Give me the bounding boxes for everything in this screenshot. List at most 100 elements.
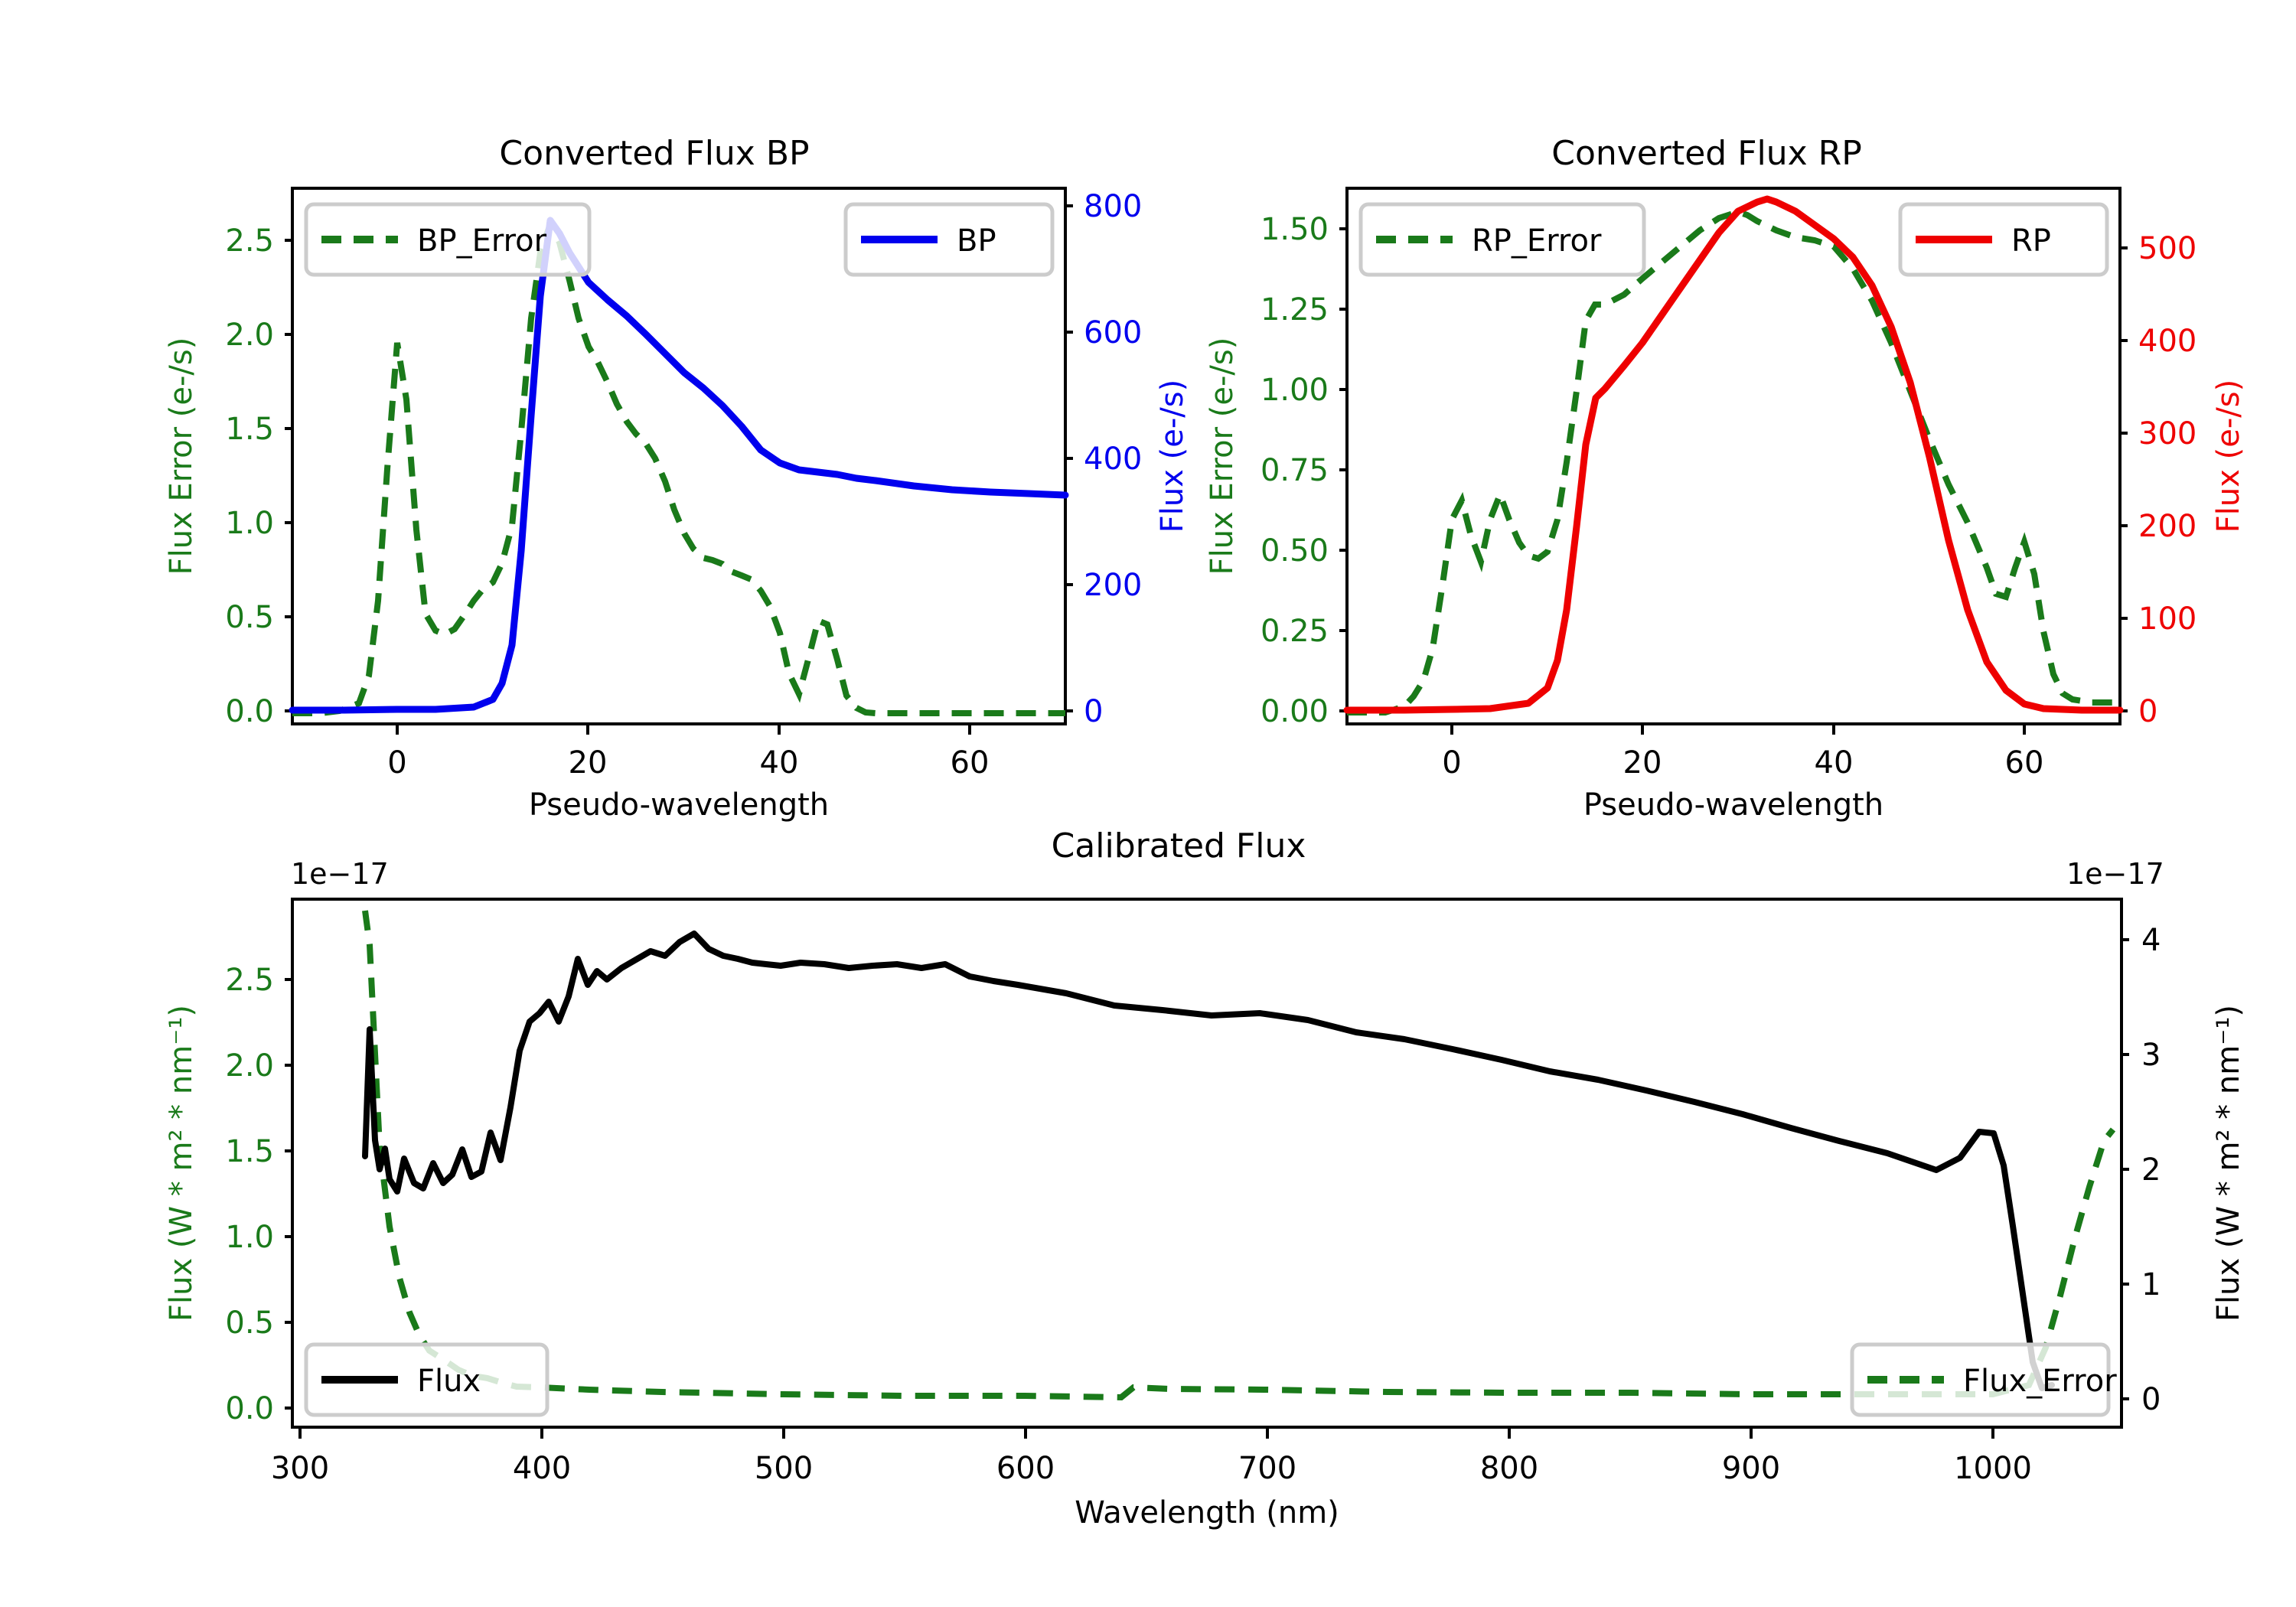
cal-xtick-7: 1000: [1954, 1451, 2032, 1486]
bp-xtick-3: 60: [951, 745, 990, 781]
rp-ytick-right-4: 400: [2138, 324, 2197, 359]
bp-yaxis-right: 0 200 400 600 800 Flux (e-/s): [1065, 189, 1190, 729]
rp-ytick-left-2: 0.50: [1261, 533, 1329, 569]
panel-calibrated: Calibrated Flux 1e−17 1e−17 0.0 0.5 1.0 …: [164, 826, 2246, 1530]
bp-ytick-right-2: 400: [1084, 442, 1142, 477]
bp-ytick-left-5: 2.5: [225, 223, 274, 259]
cal-title: Calibrated Flux: [1052, 826, 1306, 865]
bp-axes-frame: [291, 187, 1067, 725]
cal-ytick-left-2: 1.0: [225, 1220, 274, 1255]
bp-ytick-left-4: 2.0: [225, 318, 274, 353]
cal-legend-error-box: [1850, 1342, 2111, 1417]
bp-ylabel-left: Flux Error (e-/s): [164, 337, 199, 575]
rp-ytick-right-0: 0: [2138, 694, 2157, 729]
rp-ytick-left-3: 0.75: [1261, 453, 1329, 488]
cal-legend-flux-box: [304, 1342, 550, 1417]
cal-legend-flux-label: Flux: [417, 1364, 481, 1399]
rp-ytick-left-4: 1.00: [1261, 373, 1329, 408]
cal-flux-series: [362, 931, 2055, 1391]
bp-legend-flux-box: [843, 202, 1055, 277]
bp-ytick-right-3: 600: [1084, 315, 1142, 350]
bp-xtick-1: 20: [569, 745, 608, 781]
cal-ytick-right-2: 2: [2141, 1152, 2161, 1188]
rp-xtick-3: 60: [2005, 745, 2044, 781]
cal-ytick-left-3: 1.5: [225, 1134, 274, 1169]
rp-xaxis: 0 20 40 60 Pseudo-wavelength: [1442, 724, 2043, 823]
panel-bp: Converted Flux BP 0.0 0.5 1.0 1.5 2.0 2.…: [164, 134, 1190, 823]
bp-legend-flux-label: BP: [957, 223, 996, 259]
rp-ylabel-left: Flux Error (e-/s): [1205, 337, 1240, 575]
rp-ytick-right-1: 100: [2138, 601, 2197, 637]
rp-legend-error-label: RP_Error: [1472, 223, 1602, 259]
cal-yaxis-right: 0 1 2 3 4 Flux (W * m² * nm⁻¹): [2122, 923, 2246, 1417]
rp-axes-frame: [1345, 187, 2122, 725]
bp-ytick-left-1: 0.5: [225, 600, 274, 635]
bp-xtick-2: 40: [760, 745, 799, 781]
bp-legend-error-label: BP_Error: [417, 223, 547, 259]
rp-ytick-right-5: 500: [2138, 231, 2197, 266]
rp-flux-series: [1343, 195, 2124, 714]
cal-ytick-right-4: 4: [2141, 923, 2161, 958]
bp-legend-error-box: [304, 202, 592, 277]
panel-rp: Converted Flux RP 0.00 0.25 0.50 0.75 1.…: [1205, 134, 2246, 823]
rp-ytick-left-5: 1.25: [1261, 292, 1329, 328]
bp-title: Converted Flux BP: [499, 134, 809, 173]
rp-ytick-left-1: 0.25: [1261, 614, 1329, 649]
cal-ytick-left-4: 2.0: [225, 1048, 274, 1084]
cal-legend-error[interactable]: Flux_Error: [1850, 1342, 2117, 1417]
rp-xlabel: Pseudo-wavelength: [1583, 787, 1883, 823]
cal-axes-frame: [291, 898, 2123, 1429]
cal-ytick-right-3: 3: [2141, 1038, 2161, 1073]
bp-flux-series: [289, 217, 1069, 714]
cal-xtick-6: 900: [1722, 1451, 1780, 1486]
cal-yaxis-left: 0.0 0.5 1.0 1.5 2.0 2.5 Flux (W * m² * n…: [164, 963, 292, 1426]
cal-xtick-0: 300: [271, 1451, 329, 1486]
rp-xtick-0: 0: [1442, 745, 1461, 781]
cal-exponent-right: 1e−17: [2066, 857, 2164, 891]
cal-ytick-right-1: 1: [2141, 1267, 2161, 1302]
bp-ylabel-right: Flux (e-/s): [1155, 380, 1190, 533]
rp-error-series: [1347, 208, 2120, 715]
bp-xaxis: 0 20 40 60 Pseudo-wavelength: [387, 724, 989, 823]
bp-legend-flux[interactable]: BP: [843, 202, 1055, 277]
bp-ytick-right-0: 0: [1084, 694, 1103, 729]
rp-legend-flux[interactable]: RP: [1898, 202, 2109, 277]
bp-ytick-right-1: 200: [1084, 568, 1142, 603]
cal-exponent-left: 1e−17: [291, 857, 389, 891]
bp-xlabel: Pseudo-wavelength: [529, 787, 829, 823]
cal-ytick-left-5: 2.5: [225, 963, 274, 998]
cal-xtick-3: 600: [996, 1451, 1055, 1486]
rp-ytick-right-2: 200: [2138, 509, 2197, 544]
rp-ytick-left-6: 1.50: [1261, 212, 1329, 247]
bp-error-series: [292, 216, 1065, 716]
cal-xtick-2: 500: [755, 1451, 813, 1486]
rp-legend-flux-box: [1898, 202, 2109, 277]
rp-legend-error[interactable]: RP_Error: [1358, 202, 1646, 277]
bp-legend-error[interactable]: BP_Error: [304, 202, 592, 277]
cal-xtick-4: 700: [1238, 1451, 1296, 1486]
cal-xtick-1: 400: [513, 1451, 571, 1486]
cal-ytick-left-0: 0.0: [225, 1391, 274, 1426]
bp-ytick-left-0: 0.0: [225, 694, 274, 729]
cal-ytick-left-1: 0.5: [225, 1305, 274, 1341]
cal-legend-flux[interactable]: Flux: [304, 1342, 550, 1417]
cal-ylabel-right: Flux (W * m² * nm⁻¹): [2211, 1005, 2246, 1322]
rp-ylabel-right: Flux (e-/s): [2211, 380, 2246, 533]
rp-legend-error-box: [1358, 202, 1646, 277]
cal-xaxis: 300 400 500 600 700 800 900 1000 Wavelen…: [271, 1427, 2032, 1530]
cal-ylabel-left: Flux (W * m² * nm⁻¹): [164, 1005, 199, 1322]
rp-xtick-1: 20: [1623, 745, 1662, 781]
bp-ytick-left-2: 1.0: [225, 506, 274, 541]
rp-xtick-2: 40: [1815, 745, 1854, 781]
rp-yaxis-right: 0 100 200 300 400 500 Flux (e-/s): [2120, 231, 2246, 729]
rp-legend-flux-label: RP: [2011, 223, 2051, 259]
rp-title: Converted Flux RP: [1551, 134, 1862, 173]
rp-yaxis-left: 0.00 0.25 0.50 0.75 1.00 1.25 1.50 Flux …: [1205, 212, 1347, 729]
bp-yaxis-left: 0.0 0.5 1.0 1.5 2.0 2.5 Flux Error (e-/s…: [164, 223, 292, 729]
rp-ytick-left-0: 0.00: [1261, 694, 1329, 729]
cal-xtick-5: 800: [1480, 1451, 1538, 1486]
cal-xlabel: Wavelength (nm): [1075, 1495, 1339, 1530]
bp-xtick-0: 0: [387, 745, 406, 781]
cal-legend-error-label: Flux_Error: [1963, 1364, 2117, 1399]
